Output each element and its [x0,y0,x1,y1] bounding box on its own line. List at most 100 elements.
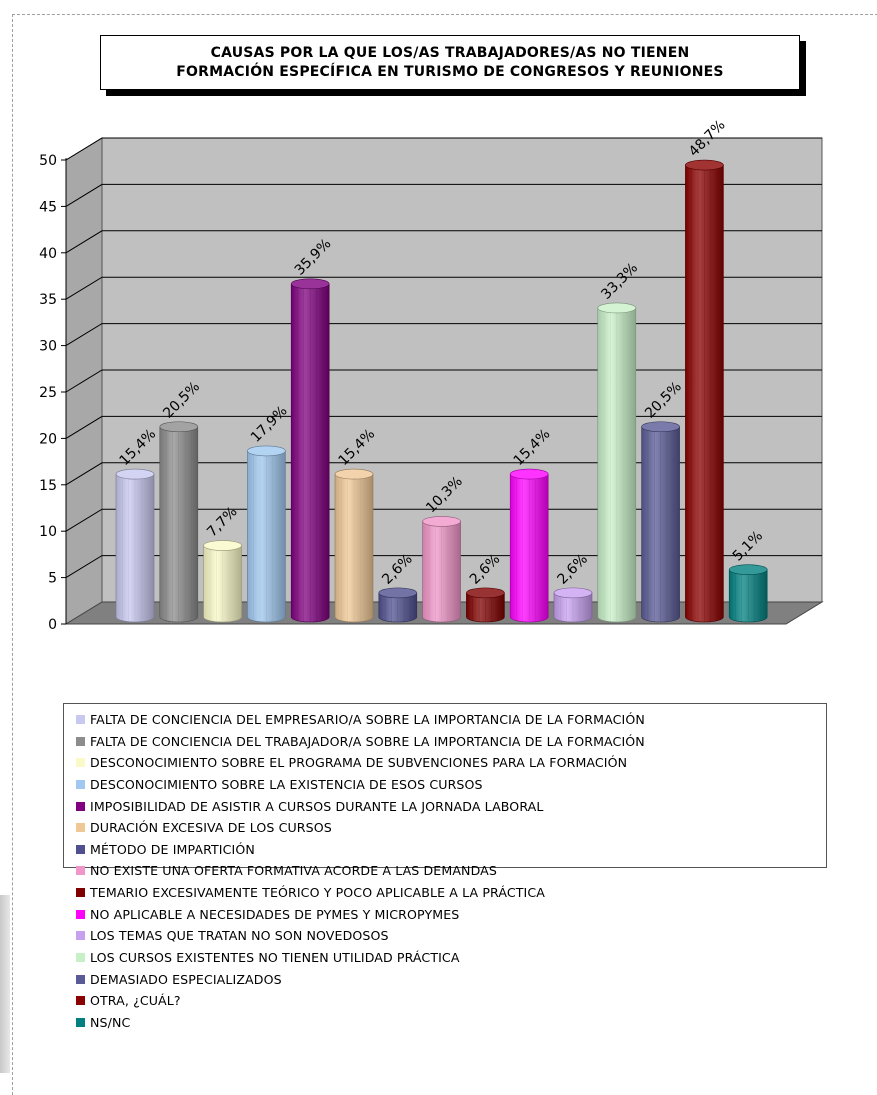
y-tick-label: 45 [39,199,57,215]
legend-label: NO EXISTE UNA OFERTA FORMATIVA ACORDE A … [90,863,497,879]
bar [641,421,680,623]
legend-item: DESCONOCIMIENTO SOBRE LA EXISTENCIA DE E… [76,774,483,795]
bar-top [641,421,680,433]
bar [115,468,155,623]
legend-item: NO APLICABLE A NECESIDADES DE PYMES Y MI… [76,904,459,925]
y-tick-label: 5 [48,571,57,587]
legend-swatch [76,801,85,811]
bar-top [509,468,549,480]
y-tick-label: 0 [48,617,57,633]
legend-item: NS/NC [76,1012,130,1033]
y-tick-label: 25 [39,385,57,401]
bar-top [203,540,242,551]
legend-swatch [76,888,85,898]
gridline [65,555,822,579]
legend-swatch [76,996,85,1006]
bar-top [466,587,505,599]
legend-label: DESCONOCIMIENTO SOBRE LA EXISTENCIA DE E… [90,776,483,792]
legend-label: LOS TEMAS QUE TRATAN NO SON NOVEDOSOS [90,928,389,944]
legend-swatch [76,952,85,962]
gridlines [65,137,822,579]
bar-top [685,159,724,171]
legend-swatch [76,974,85,984]
gridline [65,230,822,254]
gridline [65,323,822,347]
bar-top [334,468,374,480]
legend-swatch [76,715,85,724]
bar [334,468,374,623]
legend-label: NO APLICABLE A NECESIDADES DE PYMES Y MI… [90,906,460,922]
bar [466,587,505,623]
legend-item: DURACIÓN EXCESIVA DE LOS CURSOS [76,817,332,838]
gridline [65,462,822,486]
legend-label: DESCONOCIMIENTO SOBRE EL PROGRAMA DE SUB… [90,755,628,771]
legend-label: DEMASIADO ESPECIALIZADOS [90,971,282,987]
bar [422,516,461,623]
y-tick-label: 40 [39,246,57,262]
legend-label: DURACIÓN EXCESIVA DE LOS CURSOS [90,820,332,836]
bar [597,302,637,623]
gridline [65,137,822,161]
gridline [65,183,822,207]
bar-top [728,564,768,575]
bar [159,421,199,623]
bar-top [553,587,593,599]
bar [728,564,768,623]
legend-label: LOS CURSOS EXISTENTES NO TIENEN UTILIDAD… [90,949,460,965]
legend-label: MÉTODO DE IMPARTICIÓN [90,841,255,857]
bar-top [378,587,418,599]
bar-top [422,516,461,527]
bar [378,587,418,623]
bar [290,278,330,623]
legend-swatch [76,844,85,854]
bar-top [247,445,286,457]
legend-item: DEMASIADO ESPECIALIZADOS [76,969,282,990]
y-tick-label: 30 [39,339,57,355]
legend-label: OTRA, ¿CUÁL? [90,993,181,1009]
chart-title-line-1: CAUSAS POR LA QUE LOS/AS TRABAJADORES/AS… [210,44,690,61]
legend-label: FALTA DE CONCIENCIA DEL TRABAJADOR/A SOB… [90,733,645,749]
legend-label: NS/NC [90,1014,131,1030]
legend-swatch [76,909,85,919]
bar-top [597,302,637,314]
legend-swatch [76,779,85,789]
legend-item: LOS CURSOS EXISTENTES NO TIENEN UTILIDAD… [76,947,460,968]
chart-frame [12,14,877,1095]
legend-swatch [76,866,85,876]
bar [553,587,593,623]
legend-item: DESCONOCIMIENTO SOBRE EL PROGRAMA DE SUB… [76,752,627,773]
bar-top [115,468,155,480]
bar [247,445,286,623]
chart-title: CAUSAS POR LA QUE LOS/AS TRABAJADORES/AS… [100,35,800,90]
legend-swatch [76,823,85,833]
y-tick-label: 50 [39,153,57,169]
legend-item: LOS TEMAS QUE TRATAN NO SON NOVEDOSOS [76,925,389,946]
legend-swatch [76,736,85,746]
legend-swatch [76,758,85,768]
bar [509,468,549,623]
gridline [65,415,822,439]
bar [203,540,242,623]
legend-item: MÉTODO DE IMPARTICIÓN [76,839,255,860]
legend-item: OTRA, ¿CUÁL? [76,990,181,1011]
legend-item: FALTA DE CONCIENCIA DEL EMPRESARIO/A SOB… [76,709,645,730]
bar [685,159,724,623]
legend-label: TEMARIO EXCESIVAMENTE TEÓRICO Y POCO APL… [90,885,545,901]
gridline [65,369,822,393]
gridline [65,508,822,532]
bar-top [290,278,330,290]
y-tick-label: 20 [39,431,57,447]
legend: FALTA DE CONCIENCIA DEL EMPRESARIO/A SOB… [63,703,827,1030]
bars [115,159,768,623]
legend-item: TEMARIO EXCESIVAMENTE TEÓRICO Y POCO APL… [76,882,545,903]
side-shadow [0,895,10,1073]
legend-item: NO EXISTE UNA OFERTA FORMATIVA ACORDE A … [76,860,497,881]
legend-swatch [76,931,85,941]
legend-label: IMPOSIBILIDAD DE ASISTIR A CURSOS DURANT… [90,798,544,814]
gridline [65,276,822,300]
chart-title-line-2: FORMACIÓN ESPECÍFICA EN TURISMO DE CONGR… [176,63,724,80]
y-tick-label: 35 [39,292,57,308]
y-axis: 0 5 10 15 20 25 30 35 40 45 50 [39,153,67,633]
legend-item: IMPOSIBILIDAD DE ASISTIR A CURSOS DURANT… [76,796,544,817]
